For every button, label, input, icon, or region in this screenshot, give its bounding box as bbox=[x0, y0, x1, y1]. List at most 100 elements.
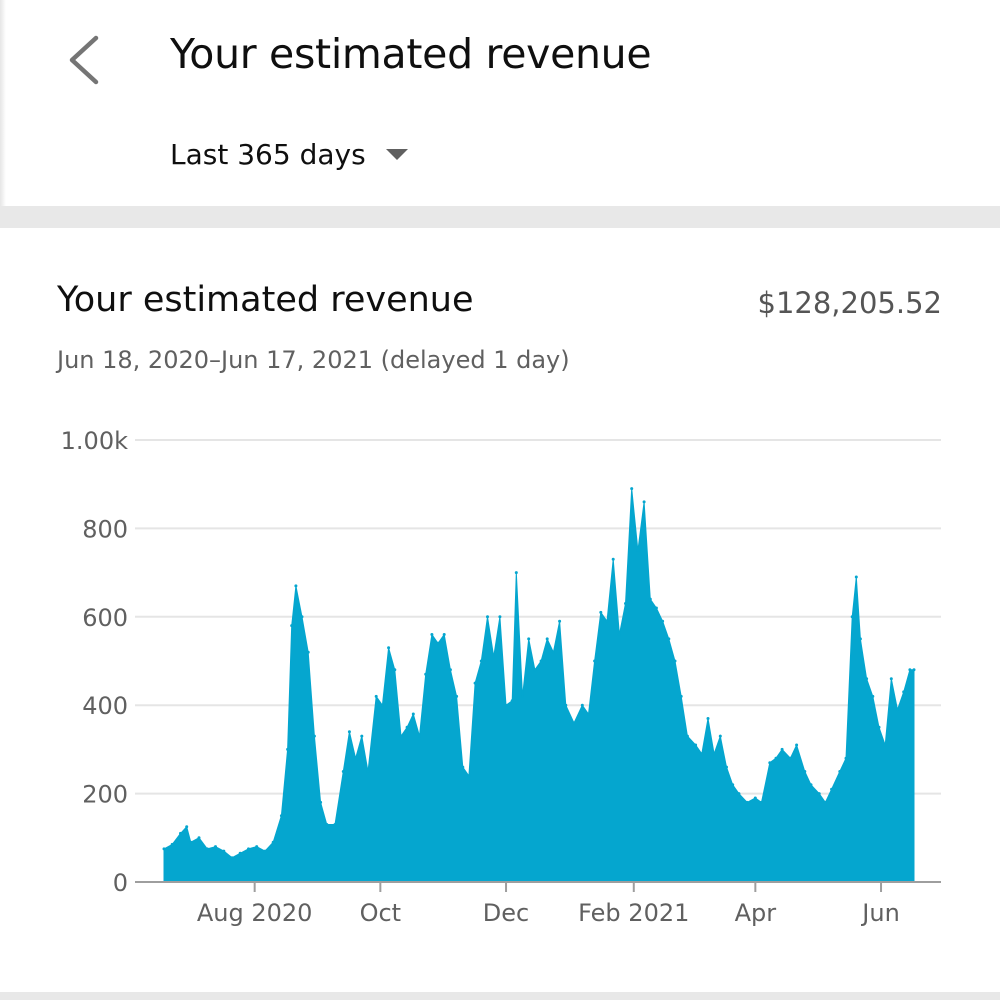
data-point bbox=[624, 602, 627, 605]
date-range-label: Last 365 days bbox=[170, 137, 366, 171]
data-point bbox=[685, 734, 689, 738]
data-point bbox=[630, 487, 634, 491]
data-point bbox=[599, 610, 603, 614]
data-point bbox=[564, 703, 568, 707]
data-point bbox=[551, 650, 555, 654]
data-point bbox=[902, 690, 906, 694]
date-range-dropdown[interactable]: Last 365 days bbox=[170, 134, 408, 174]
data-point bbox=[380, 703, 384, 707]
data-point bbox=[593, 659, 597, 663]
y-tick-label: 800 bbox=[82, 515, 128, 543]
data-point bbox=[387, 646, 391, 650]
y-tick-label: 200 bbox=[82, 781, 128, 809]
data-point bbox=[514, 571, 518, 575]
y-tick-label: 0 bbox=[113, 869, 128, 897]
data-point bbox=[844, 756, 848, 760]
data-point bbox=[545, 637, 549, 641]
data-point bbox=[290, 624, 294, 628]
data-point bbox=[706, 717, 710, 720]
revenue-card: Your estimated revenue $128,205.52 Jun 1… bbox=[0, 228, 1000, 992]
revenue-total: $128,205.52 bbox=[757, 286, 943, 320]
data-point bbox=[479, 659, 483, 663]
data-point bbox=[263, 849, 267, 853]
data-point bbox=[430, 633, 434, 636]
data-point bbox=[399, 734, 403, 738]
data-point bbox=[279, 814, 283, 818]
data-point bbox=[189, 840, 193, 844]
y-tick-label: 400 bbox=[82, 692, 128, 720]
data-point bbox=[877, 725, 881, 729]
data-point bbox=[700, 752, 704, 756]
data-point bbox=[405, 725, 409, 729]
data-point bbox=[760, 800, 763, 804]
data-point bbox=[442, 633, 446, 636]
data-point bbox=[667, 637, 671, 641]
data-point bbox=[889, 677, 893, 681]
data-point bbox=[865, 677, 869, 681]
data-point bbox=[393, 668, 397, 672]
data-point bbox=[347, 730, 351, 734]
data-point bbox=[718, 734, 722, 738]
data-point bbox=[222, 849, 226, 853]
data-point bbox=[247, 847, 250, 851]
data-point bbox=[830, 787, 834, 791]
data-point bbox=[473, 681, 477, 685]
data-point bbox=[679, 694, 683, 698]
data-point bbox=[850, 615, 854, 619]
data-point bbox=[896, 708, 899, 712]
data-point bbox=[306, 650, 310, 654]
data-point bbox=[587, 712, 590, 716]
x-tick-label: Oct bbox=[360, 899, 402, 927]
data-point bbox=[809, 783, 813, 787]
data-point bbox=[341, 770, 345, 773]
x-tick-label: Jun bbox=[860, 899, 900, 927]
data-point bbox=[908, 668, 912, 672]
data-point bbox=[654, 606, 658, 610]
data-point bbox=[661, 619, 665, 623]
data-point bbox=[795, 743, 799, 747]
data-point bbox=[360, 734, 364, 738]
data-point bbox=[504, 703, 508, 707]
data-point bbox=[854, 575, 858, 579]
data-point bbox=[648, 597, 652, 601]
data-point bbox=[162, 847, 166, 851]
chevron-left-icon bbox=[69, 35, 99, 85]
data-point bbox=[527, 637, 531, 641]
data-point bbox=[838, 770, 842, 773]
data-point bbox=[611, 557, 615, 561]
data-point bbox=[510, 699, 514, 703]
data-point bbox=[617, 633, 621, 636]
data-point bbox=[912, 668, 916, 672]
data-point bbox=[424, 672, 428, 676]
data-point bbox=[605, 619, 609, 623]
y-tick-label: 600 bbox=[82, 604, 128, 632]
data-point bbox=[238, 851, 242, 855]
back-button[interactable] bbox=[62, 30, 112, 90]
data-point bbox=[366, 770, 370, 773]
data-point bbox=[354, 756, 358, 760]
data-point bbox=[455, 694, 459, 698]
data-point bbox=[205, 847, 209, 851]
data-point bbox=[197, 836, 201, 840]
data-point bbox=[745, 800, 749, 804]
section-divider bbox=[0, 206, 1000, 228]
revenue-area-chart[interactable]: 0 200 400 600 800 1.00k Aug 2020 Oct Dec Feb 2021… bbox=[0, 228, 1000, 992]
data-point bbox=[558, 619, 562, 623]
caret-down-icon bbox=[385, 148, 408, 160]
page-title: Your estimated revenue bbox=[170, 30, 652, 78]
data-point bbox=[883, 743, 887, 747]
x-tick-label: Apr bbox=[735, 899, 777, 927]
data-point bbox=[539, 659, 543, 663]
data-point bbox=[294, 584, 298, 588]
data-point bbox=[411, 712, 415, 716]
data-point bbox=[673, 659, 677, 663]
data-point bbox=[319, 800, 323, 804]
data-point bbox=[823, 800, 827, 804]
card-title: Your estimated revenue bbox=[57, 280, 474, 320]
data-point bbox=[374, 694, 378, 698]
data-point bbox=[725, 765, 728, 769]
data-point bbox=[271, 840, 275, 844]
data-point bbox=[580, 703, 584, 707]
data-point bbox=[418, 734, 421, 738]
data-point bbox=[498, 615, 502, 619]
